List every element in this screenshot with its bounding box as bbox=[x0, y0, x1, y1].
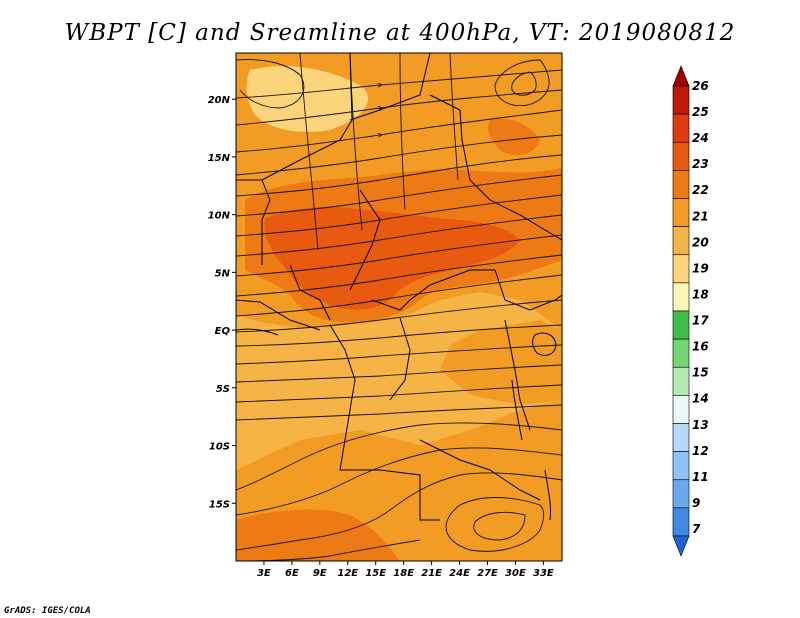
latitude-axis: 20N 15N 10N 5N EQ 5S 10S 15S bbox=[208, 95, 236, 510]
lat-label: 20N bbox=[208, 95, 231, 106]
lon-label: 15E bbox=[365, 568, 386, 579]
map-panel bbox=[235, 52, 563, 562]
colorbar-label: 14 bbox=[692, 392, 709, 406]
colorbar-label: 25 bbox=[692, 105, 709, 119]
map-frame bbox=[235, 52, 563, 562]
colorbar-label: 13 bbox=[692, 418, 709, 432]
colorbar-label: 19 bbox=[692, 261, 709, 275]
colorbar: 26 25 24 23 22 21 20 19 18 17 16 15 14 13 12 11 9 7 bbox=[672, 65, 709, 557]
lon-label: 33E bbox=[533, 568, 554, 579]
colorbar-label: 18 bbox=[692, 287, 709, 301]
lat-label: 10S bbox=[209, 442, 230, 453]
wbpt-field-21-22-east bbox=[440, 320, 562, 405]
lon-label: 24E bbox=[449, 568, 470, 579]
colorbar-swatch bbox=[672, 366, 690, 396]
lon-label: 30E bbox=[505, 568, 526, 579]
colorbar-label: 20 bbox=[692, 235, 709, 249]
wbpt-field-19-20-west bbox=[262, 338, 305, 440]
map-title: WBPT [C] and Sreamline at 400hPa, VT: 20… bbox=[65, 20, 736, 46]
lon-label: 3E bbox=[257, 568, 271, 579]
colorbar-label: 22 bbox=[692, 183, 709, 197]
lat-label: 5N bbox=[215, 268, 231, 279]
colorbar-swatch bbox=[672, 85, 690, 115]
streamlines bbox=[236, 53, 562, 561]
colorbar-label: 21 bbox=[692, 209, 709, 223]
colorbar-swatch bbox=[672, 65, 690, 87]
colorbar-swatch bbox=[672, 479, 690, 509]
colorbar-swatch bbox=[672, 198, 690, 227]
colorbar-swatch bbox=[672, 395, 690, 424]
wbpt-field-22-23-sw bbox=[236, 509, 400, 561]
colorbar-label: 7 bbox=[692, 522, 701, 536]
lat-label: 15N bbox=[208, 153, 231, 164]
lat-label: 5S bbox=[216, 384, 230, 395]
colorbar-swatch bbox=[672, 226, 690, 256]
colorbar-swatch bbox=[672, 254, 690, 284]
colorbar-swatch bbox=[672, 507, 690, 537]
colorbar-label: 23 bbox=[692, 157, 709, 171]
lon-label: 12E bbox=[337, 568, 358, 579]
colorbar-swatch bbox=[672, 170, 690, 199]
colorbar-label: 26 bbox=[692, 79, 709, 93]
wbpt-field-22-23-ne bbox=[488, 118, 540, 156]
lon-label: 9E bbox=[313, 568, 327, 579]
colorbar-label: 17 bbox=[692, 314, 709, 328]
colorbar-label: 9 bbox=[692, 496, 700, 510]
colorbar-label: 15 bbox=[692, 366, 709, 380]
colorbar-swatch bbox=[672, 141, 690, 171]
colorbar-label: 24 bbox=[692, 131, 709, 145]
colorbar-label: 16 bbox=[692, 340, 709, 354]
lat-label: EQ bbox=[215, 326, 231, 337]
colorbar-label: 11 bbox=[692, 470, 709, 484]
colorbar-label: 12 bbox=[692, 444, 709, 458]
longitude-axis: 3E 6E 9E 12E 15E 18E 21E 24E 27E 30E 33E bbox=[257, 561, 554, 579]
colorbar-swatch bbox=[672, 282, 690, 312]
wbpt-field-19-20-north bbox=[246, 65, 369, 132]
colorbar-swatch bbox=[672, 338, 690, 368]
lat-label: 10N bbox=[208, 211, 231, 222]
colorbar-swatch bbox=[672, 535, 690, 557]
country-borders bbox=[236, 53, 562, 521]
colorbar-swatch bbox=[672, 451, 690, 481]
colorbar-swatch bbox=[672, 423, 690, 452]
colorbar-swatch bbox=[672, 113, 690, 143]
lon-label: 18E bbox=[393, 568, 414, 579]
lon-label: 27E bbox=[477, 568, 498, 579]
lon-label: 6E bbox=[285, 568, 299, 579]
lon-label: 21E bbox=[421, 568, 442, 579]
grads-credit: GrADS: IGES/COLA bbox=[4, 606, 91, 616]
lat-label: 15S bbox=[209, 499, 230, 510]
colorbar-swatch bbox=[672, 310, 690, 340]
